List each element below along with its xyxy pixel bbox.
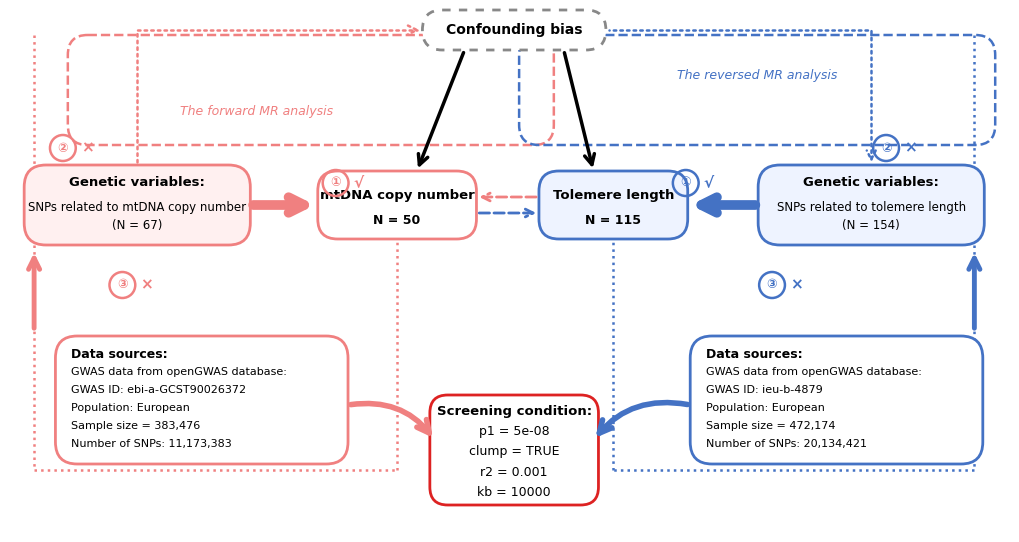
Text: SNPs related to tolemere length: SNPs related to tolemere length bbox=[775, 201, 965, 214]
FancyBboxPatch shape bbox=[690, 336, 982, 464]
Text: ③: ③ bbox=[117, 279, 127, 292]
Text: clump = TRUE: clump = TRUE bbox=[469, 446, 558, 459]
Text: SNPs related to mtDNA copy number: SNPs related to mtDNA copy number bbox=[29, 201, 246, 214]
Text: GWAS ID: ebi-a-GCST90026372: GWAS ID: ebi-a-GCST90026372 bbox=[71, 385, 247, 395]
Text: ×: × bbox=[903, 140, 916, 156]
Text: Data sources:: Data sources: bbox=[71, 347, 168, 360]
FancyBboxPatch shape bbox=[55, 336, 347, 464]
Text: ×: × bbox=[140, 278, 153, 293]
Text: Sample size = 472,174: Sample size = 472,174 bbox=[705, 421, 835, 431]
Text: √: √ bbox=[703, 176, 713, 190]
Text: Number of SNPs: 20,134,421: Number of SNPs: 20,134,421 bbox=[705, 439, 866, 449]
FancyBboxPatch shape bbox=[422, 10, 605, 50]
Text: √: √ bbox=[354, 176, 363, 190]
FancyBboxPatch shape bbox=[24, 165, 250, 245]
Text: Population: European: Population: European bbox=[71, 403, 190, 413]
Text: Number of SNPs: 11,173,383: Number of SNPs: 11,173,383 bbox=[71, 439, 231, 449]
Text: ②: ② bbox=[880, 141, 891, 154]
Text: Screening condition:: Screening condition: bbox=[436, 405, 591, 418]
Text: N = 50: N = 50 bbox=[373, 214, 420, 227]
Text: GWAS data from openGWAS database:: GWAS data from openGWAS database: bbox=[705, 367, 921, 377]
Text: Sample size = 383,476: Sample size = 383,476 bbox=[71, 421, 201, 431]
Text: ×: × bbox=[789, 278, 802, 293]
Text: r2 = 0.001: r2 = 0.001 bbox=[480, 466, 547, 479]
Text: Genetic variables:: Genetic variables: bbox=[803, 177, 938, 190]
Text: ①: ① bbox=[330, 177, 340, 190]
Text: ③: ③ bbox=[766, 279, 776, 292]
Text: GWAS data from openGWAS database:: GWAS data from openGWAS database: bbox=[71, 367, 287, 377]
Text: Data sources:: Data sources: bbox=[705, 347, 802, 360]
Text: mtDNA copy number: mtDNA copy number bbox=[319, 189, 474, 202]
FancyBboxPatch shape bbox=[538, 171, 687, 239]
Text: ①: ① bbox=[680, 177, 691, 190]
Text: The reversed MR analysis: The reversed MR analysis bbox=[677, 68, 837, 81]
Text: N = 115: N = 115 bbox=[585, 214, 641, 227]
Text: Confounding bias: Confounding bias bbox=[445, 23, 582, 37]
Text: Genetic variables:: Genetic variables: bbox=[69, 177, 205, 190]
Text: (N = 154): (N = 154) bbox=[842, 218, 899, 231]
Text: Population: European: Population: European bbox=[705, 403, 824, 413]
FancyBboxPatch shape bbox=[757, 165, 983, 245]
FancyBboxPatch shape bbox=[318, 171, 476, 239]
Text: (N = 67): (N = 67) bbox=[112, 218, 162, 231]
Text: Tolemere length: Tolemere length bbox=[552, 189, 674, 202]
Text: ×: × bbox=[81, 140, 94, 156]
Text: GWAS ID: ieu-b-4879: GWAS ID: ieu-b-4879 bbox=[705, 385, 822, 395]
Text: ②: ② bbox=[57, 141, 68, 154]
Text: kb = 10000: kb = 10000 bbox=[477, 486, 550, 499]
Text: p1 = 5e-08: p1 = 5e-08 bbox=[478, 425, 549, 438]
Text: The forward MR analysis: The forward MR analysis bbox=[179, 106, 332, 119]
FancyBboxPatch shape bbox=[429, 395, 598, 505]
